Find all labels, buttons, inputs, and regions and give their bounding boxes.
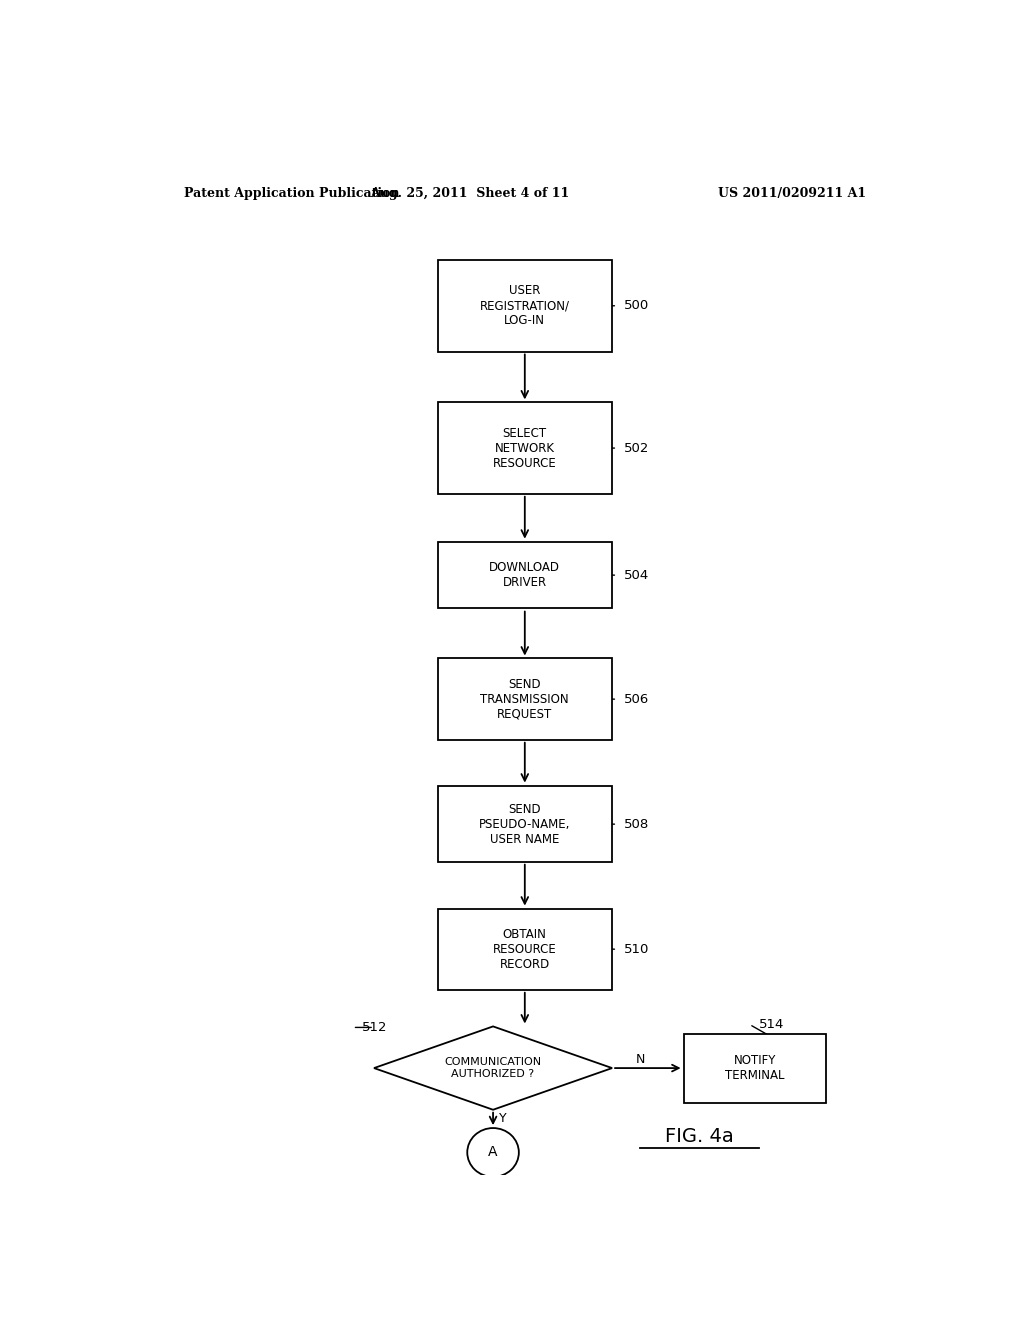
Text: OBTAIN
RESOURCE
RECORD: OBTAIN RESOURCE RECORD xyxy=(493,928,557,970)
FancyBboxPatch shape xyxy=(437,260,612,351)
Text: SELECT
NETWORK
RESOURCE: SELECT NETWORK RESOURCE xyxy=(493,426,557,470)
Text: 514: 514 xyxy=(759,1018,784,1031)
Text: 512: 512 xyxy=(362,1020,388,1034)
Text: 502: 502 xyxy=(624,442,649,454)
FancyBboxPatch shape xyxy=(437,659,612,739)
Text: USER
REGISTRATION/
LOG-IN: USER REGISTRATION/ LOG-IN xyxy=(480,284,569,327)
Text: US 2011/0209211 A1: US 2011/0209211 A1 xyxy=(718,187,866,201)
Text: 510: 510 xyxy=(624,942,649,956)
Text: COMMUNICATION
AUTHORIZED ?: COMMUNICATION AUTHORIZED ? xyxy=(444,1057,542,1078)
FancyBboxPatch shape xyxy=(437,908,612,990)
Text: 506: 506 xyxy=(624,693,649,706)
Text: DOWNLOAD
DRIVER: DOWNLOAD DRIVER xyxy=(489,561,560,589)
Ellipse shape xyxy=(467,1129,519,1177)
Polygon shape xyxy=(374,1027,612,1110)
Text: Y: Y xyxy=(499,1113,507,1126)
FancyBboxPatch shape xyxy=(437,785,612,862)
Text: 500: 500 xyxy=(624,300,649,313)
Text: A: A xyxy=(488,1146,498,1159)
Text: 504: 504 xyxy=(624,569,649,582)
Text: SEND
TRANSMISSION
REQUEST: SEND TRANSMISSION REQUEST xyxy=(480,677,569,721)
Text: FIG. 4a: FIG. 4a xyxy=(665,1127,734,1146)
Text: Patent Application Publication: Patent Application Publication xyxy=(183,187,399,201)
Text: SEND
PSEUDO-NAME,
USER NAME: SEND PSEUDO-NAME, USER NAME xyxy=(479,803,570,846)
Text: N: N xyxy=(636,1053,645,1067)
Text: NOTIFY
TERMINAL: NOTIFY TERMINAL xyxy=(725,1055,784,1082)
FancyBboxPatch shape xyxy=(437,543,612,609)
Text: 508: 508 xyxy=(624,817,649,830)
FancyBboxPatch shape xyxy=(684,1034,826,1102)
Text: Aug. 25, 2011  Sheet 4 of 11: Aug. 25, 2011 Sheet 4 of 11 xyxy=(370,187,569,201)
FancyBboxPatch shape xyxy=(437,403,612,494)
